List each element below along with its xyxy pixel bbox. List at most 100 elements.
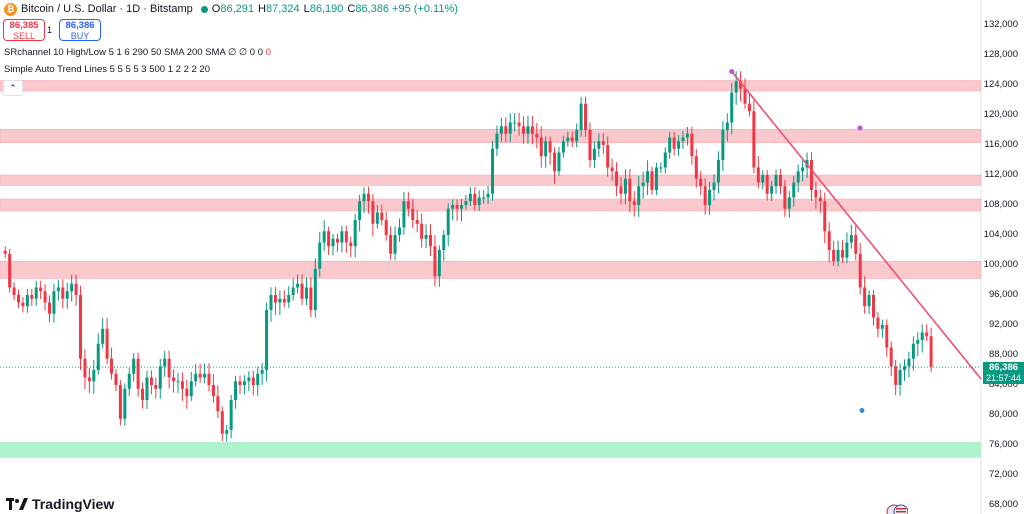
candle-body xyxy=(615,171,619,187)
candle-body xyxy=(845,242,849,258)
candle-body xyxy=(353,220,357,247)
price-axis-label: 112,000 xyxy=(984,169,1018,180)
candle-body xyxy=(513,122,517,124)
candle-body xyxy=(278,298,282,303)
candle-body xyxy=(468,193,472,202)
candle-body xyxy=(238,381,242,385)
candle-body xyxy=(588,130,592,160)
pivot-high-marker xyxy=(729,69,735,74)
candle-body xyxy=(778,175,782,187)
close-label: C xyxy=(347,3,356,15)
candle-body xyxy=(118,385,122,419)
close-value: 86,386 +95 (+0.11%) xyxy=(355,3,458,15)
candle-body xyxy=(672,137,676,149)
candle-body xyxy=(256,373,260,385)
candle-body xyxy=(685,133,689,138)
support-zone xyxy=(0,442,981,458)
open-value: 86,291 xyxy=(220,3,254,15)
candle-body xyxy=(592,148,596,160)
resistance-zone xyxy=(0,174,982,186)
candle-body xyxy=(677,141,681,149)
candle-body xyxy=(105,328,109,359)
candle-body xyxy=(70,283,74,292)
candle-body xyxy=(535,133,539,138)
candle-body xyxy=(318,242,322,269)
chevron-up-icon: ⌃ xyxy=(9,83,17,93)
candle-body xyxy=(437,250,441,277)
candle-body xyxy=(8,253,12,288)
candle-body xyxy=(477,197,481,205)
candle-body xyxy=(39,287,43,292)
candle-body xyxy=(606,145,610,168)
buy-button[interactable]: 86,386 BUY xyxy=(59,19,101,41)
candle-body xyxy=(296,283,300,288)
candle-body xyxy=(743,88,747,104)
candle-body xyxy=(557,152,561,172)
candle-body xyxy=(544,141,548,157)
us-flag-icon xyxy=(886,504,908,514)
symbol-header[interactable]: ₿ Bitcoin / U.S. Dollar · 1D · Bitstamp … xyxy=(0,0,462,18)
candle-body xyxy=(792,182,796,198)
candle-body xyxy=(21,302,25,307)
candle-body xyxy=(579,103,583,130)
candle-body xyxy=(584,103,588,130)
price-axis-label: 76,000 xyxy=(988,439,1018,450)
candle-body xyxy=(327,231,331,247)
candle-body xyxy=(442,235,446,250)
pivot-low-marker xyxy=(859,408,865,413)
candle-body xyxy=(801,167,805,172)
symbol-title[interactable]: Bitcoin / U.S. Dollar · 1D · Bitstamp xyxy=(21,3,193,15)
candle-body xyxy=(854,235,858,254)
candle-body xyxy=(739,81,743,89)
candle-body xyxy=(849,235,853,243)
candle-body xyxy=(876,317,880,329)
candle-body xyxy=(185,388,189,397)
candle-body xyxy=(110,358,114,374)
candle-body xyxy=(601,141,605,145)
candle-body xyxy=(460,205,464,209)
candle-body xyxy=(708,190,712,205)
candle-body xyxy=(730,92,734,123)
candle-body xyxy=(530,126,534,134)
candle-body xyxy=(566,137,570,142)
candle-body xyxy=(335,238,339,243)
market-status-icon xyxy=(200,5,208,13)
candle-body xyxy=(570,137,574,142)
candle-body xyxy=(229,400,233,430)
candle-body xyxy=(30,295,34,299)
sell-button[interactable]: 86,385 SELL xyxy=(3,19,45,41)
candle-body xyxy=(65,291,69,299)
candle-body xyxy=(898,370,902,385)
collapse-indicators-button[interactable]: ⌃ xyxy=(3,80,23,96)
candle-body xyxy=(291,287,295,295)
high-label: H xyxy=(258,3,266,15)
candle-body xyxy=(300,283,304,299)
candle-body xyxy=(304,287,308,299)
price-axis-label: 108,000 xyxy=(983,199,1018,210)
tradingview-logo[interactable]: TradingView xyxy=(6,496,114,512)
candle-body xyxy=(234,381,238,400)
srchannel-name: SRchannel 10 High/Low 5 1 6 290 50 SMA 2… xyxy=(4,47,226,58)
price-axis-label: 68,000 xyxy=(988,499,1018,510)
candle-body xyxy=(87,377,91,382)
buy-price: 86,386 xyxy=(65,20,95,31)
candle-body xyxy=(180,381,184,389)
candle-body xyxy=(770,186,774,194)
indicator-trend-lines[interactable]: Simple Auto Trend Lines 5 5 5 5 3 500 1 … xyxy=(4,64,210,75)
pivot-touch-marker xyxy=(857,125,863,131)
indicator-srchannel[interactable]: SRchannel 10 High/Low 5 1 6 290 50 SMA 2… xyxy=(4,47,271,58)
candle-body xyxy=(796,171,800,183)
candle-body xyxy=(464,201,468,205)
candle-body xyxy=(411,208,415,220)
candle-body xyxy=(260,370,264,374)
candle-body xyxy=(198,373,202,378)
candle-body xyxy=(176,381,180,383)
candle-body xyxy=(495,133,499,149)
resistance-zone xyxy=(0,129,982,143)
candle-body xyxy=(721,130,725,160)
candle-body xyxy=(189,381,193,397)
candle-body xyxy=(668,137,672,153)
candle-body xyxy=(96,343,100,370)
candle-body xyxy=(752,111,756,168)
